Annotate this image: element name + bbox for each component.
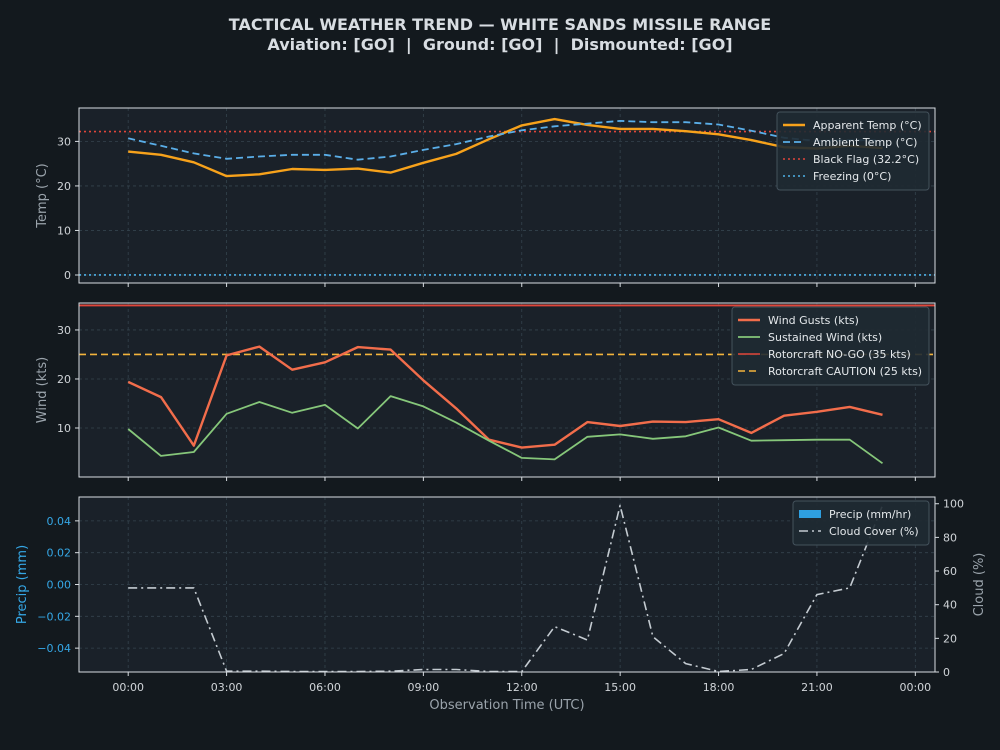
y-right-tick-label: 60 xyxy=(943,565,957,578)
y-right-tick-label: 40 xyxy=(943,599,957,612)
y-axis-label: Precip (mm) xyxy=(15,545,30,624)
series-line-0-0 xyxy=(128,117,883,178)
chart-panels: 0 10 20 30 Temp (°C) Apparent Temp (°C) Ambien… xyxy=(15,107,987,713)
plot-content xyxy=(79,304,935,465)
series-line-1-0 xyxy=(127,345,883,449)
legend-label: Precip (mm/hr) xyxy=(829,508,911,521)
x-axis-label: Observation Time (UTC) xyxy=(429,698,584,713)
y-tick-label: 0 xyxy=(64,269,71,282)
chart-subtitle: Aviation: [GO] | Ground: [GO] | Dismount… xyxy=(267,35,732,55)
legend-label: Wind Gusts (kts) xyxy=(768,314,859,327)
legend-label: Apparent Temp (°C) xyxy=(813,119,922,132)
legend: Wind Gusts (kts) Sustained Wind (kts) Roto… xyxy=(731,306,930,386)
x-tick-label: 06:00 xyxy=(309,681,341,694)
series-line-0-1 xyxy=(127,120,883,161)
plot-content xyxy=(79,117,935,276)
y-right-tick-label: 80 xyxy=(943,531,957,544)
y-tick-label: 0.00 xyxy=(47,579,72,592)
x-tick-label: 15:00 xyxy=(604,681,636,694)
x-tick-label: 18:00 xyxy=(703,681,735,694)
y-tick-label: −0.02 xyxy=(37,610,71,623)
legend-box xyxy=(776,111,930,191)
y-right-tick-label: 20 xyxy=(943,632,957,645)
legend-label: Cloud Cover (%) xyxy=(829,525,919,538)
legend: Precip (mm/hr) Cloud Cover (%) xyxy=(792,500,930,546)
x-tick-label: 21:00 xyxy=(801,681,833,694)
legend-label: Rotorcraft NO-GO (35 kts) xyxy=(768,348,911,361)
panel-wind: 10 20 30 Wind (kts) Wind Gusts (kts) Sustaine… xyxy=(35,302,936,481)
panel-temp: 0 10 20 30 Temp (°C) Apparent Temp (°C) Ambien… xyxy=(35,107,936,287)
legend-label: Freezing (0°C) xyxy=(813,170,891,183)
legend-label: Sustained Wind (kts) xyxy=(768,331,882,344)
panel-frame xyxy=(78,302,936,478)
series-line-1-1 xyxy=(127,395,884,465)
chart-title: TACTICAL WEATHER TREND — WHITE SANDS MIS… xyxy=(229,15,771,34)
y-tick-label: 10 xyxy=(57,422,71,435)
y-tick-label: 0.04 xyxy=(47,515,72,528)
legend-box xyxy=(731,306,930,386)
y-right-tick-label: 0 xyxy=(943,666,950,679)
y-tick-label: 30 xyxy=(57,135,71,148)
y-tick-label: 0.02 xyxy=(47,547,72,560)
x-tick-label: 12:00 xyxy=(506,681,538,694)
y-axis-label: Wind (kts) xyxy=(35,357,50,423)
legend-label: Rotorcraft CAUTION (25 kts) xyxy=(768,365,922,378)
legend-box xyxy=(792,500,930,546)
panel-frame xyxy=(78,107,936,284)
y-tick-label: −0.04 xyxy=(37,642,71,655)
panel-precip: −0.04 −0.02 0.00 0.02 0.04 Precip (mm) 0 20 40 60… xyxy=(15,496,987,713)
x-tick-label: 03:00 xyxy=(211,681,243,694)
legend: Apparent Temp (°C) Ambient Temp (°C) Black… xyxy=(776,111,930,191)
legend-label: Black Flag (32.2°C) xyxy=(813,153,919,166)
y-axis-label: Temp (°C) xyxy=(35,163,50,229)
y-tick-label: 10 xyxy=(57,224,71,237)
y-right-tick-label: 100 xyxy=(943,498,964,511)
y-tick-label: 30 xyxy=(57,324,71,337)
legend-label: Ambient Temp (°C) xyxy=(813,136,917,149)
x-tick-label: 00:00 xyxy=(899,681,931,694)
y-tick-label: 20 xyxy=(57,373,71,386)
x-tick-label: 00:00 xyxy=(112,681,144,694)
x-tick-label: 09:00 xyxy=(408,681,440,694)
y-right-axis-label: Cloud (%) xyxy=(972,553,987,617)
y-tick-label: 20 xyxy=(57,180,71,193)
legend-swatch xyxy=(799,510,821,518)
